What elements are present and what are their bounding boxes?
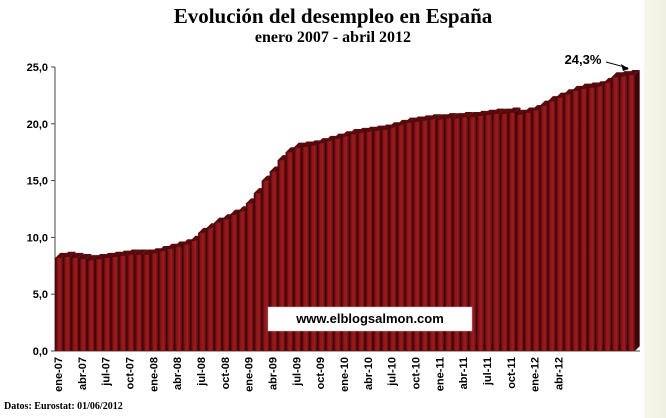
x-tick-label: oct-07: [124, 357, 136, 389]
right-edge-strip: [644, 0, 666, 418]
x-tick-label: abr-10: [363, 357, 375, 390]
y-tick-label: 5,0: [33, 289, 48, 301]
callout-label: 24,3%: [565, 52, 602, 67]
x-tick-label: abr-09: [267, 357, 279, 390]
chart-subtitle: enero 2007 - abril 2012: [254, 29, 412, 46]
data-source: Datos: Eurostat: 01/06/2012: [4, 401, 123, 412]
x-tick-label: abr-08: [172, 357, 184, 390]
x-tick-label: ene-09: [244, 357, 256, 392]
y-tick-label: 15,0: [27, 176, 48, 188]
y-tick-label: 0,0: [33, 346, 48, 358]
x-tick-label: ene-07: [53, 357, 65, 392]
x-tick-label: jul-10: [387, 357, 399, 387]
y-tick-label: 20,0: [27, 119, 48, 131]
watermark-text: www.elblogsalmon.com: [295, 311, 444, 326]
x-tick-label: ene-12: [530, 357, 542, 392]
x-tick-label: oct-10: [411, 357, 423, 389]
y-tick-labels: 0,0 5,0 10,0 15,0 20,0 25,0: [27, 62, 48, 358]
x-tick-label: ene-11: [434, 357, 446, 391]
x-tick-labels: ene-07 abr-07 jul-07 oct-07 ene-08 abr-08 jul-…: [53, 357, 566, 392]
watermark-box: [267, 306, 473, 332]
x-tick-label: oct-08: [220, 357, 232, 389]
x-tick-label: jul-07: [101, 357, 113, 387]
x-tick-label: abr-11: [458, 357, 470, 389]
x-tick-label: jul-11: [482, 357, 494, 386]
callout-arrowhead: [621, 63, 630, 71]
x-tick-label: jul-08: [196, 357, 208, 387]
x-tick-label: oct-11: [506, 357, 518, 389]
x-tick-label: ene-10: [339, 357, 351, 392]
bar: [627, 69, 640, 352]
x-tick-label: abr-12: [554, 357, 566, 390]
chart-bars: [55, 69, 640, 352]
chart-overlay: www.elblogsalmon.com 24,3%: [267, 52, 630, 332]
chart-title: Evolución del desempleo en España: [173, 4, 493, 28]
y-tick-label: 10,0: [27, 232, 48, 244]
x-tick-label: oct-09: [315, 357, 327, 389]
x-tick-label: ene-08: [148, 357, 160, 392]
x-tick-label: jul-09: [291, 357, 303, 387]
x-tick-label: abr-07: [77, 357, 89, 390]
y-tick-label: 25,0: [27, 62, 48, 74]
